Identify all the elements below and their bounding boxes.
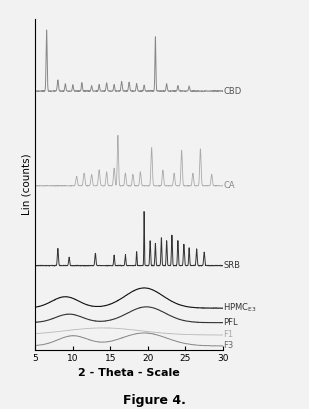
- X-axis label: 2 - Theta - Scale: 2 - Theta - Scale: [78, 368, 180, 378]
- Y-axis label: Lin (counts): Lin (counts): [21, 153, 31, 215]
- Text: Figure 4.: Figure 4.: [123, 394, 186, 407]
- Text: HPMC$_{\mathregular{E3}}$: HPMC$_{\mathregular{E3}}$: [223, 302, 257, 314]
- Text: F3: F3: [223, 341, 234, 350]
- Text: CA: CA: [223, 181, 235, 190]
- Text: SRB: SRB: [223, 261, 240, 270]
- Text: PFL: PFL: [223, 318, 238, 327]
- Text: F1: F1: [223, 330, 233, 339]
- Text: CBD: CBD: [223, 87, 242, 96]
